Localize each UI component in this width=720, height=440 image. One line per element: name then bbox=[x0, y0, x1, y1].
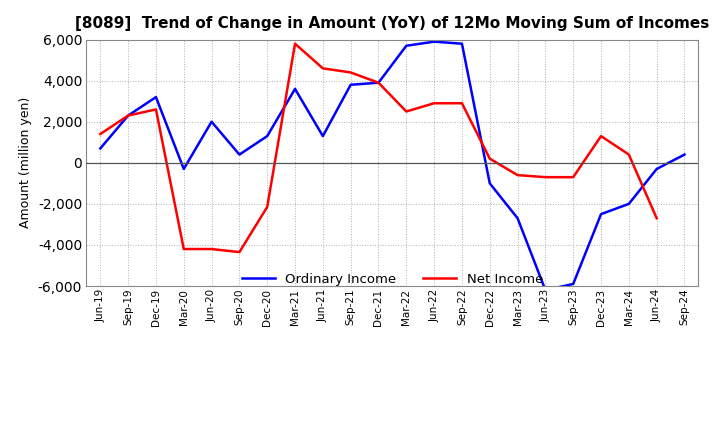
Net Income bbox=[374, 80, 383, 85]
Net Income bbox=[513, 172, 522, 178]
Net Income bbox=[263, 204, 271, 209]
Ordinary Income bbox=[680, 152, 689, 157]
Ordinary Income bbox=[374, 80, 383, 85]
Net Income bbox=[597, 133, 606, 139]
Ordinary Income bbox=[152, 95, 161, 100]
Ordinary Income bbox=[597, 212, 606, 217]
Net Income bbox=[96, 132, 104, 137]
Legend: Ordinary Income, Net Income: Ordinary Income, Net Income bbox=[237, 268, 548, 291]
Net Income bbox=[624, 152, 633, 157]
Net Income bbox=[318, 66, 327, 71]
Ordinary Income bbox=[124, 113, 132, 118]
Ordinary Income bbox=[652, 166, 661, 172]
Net Income bbox=[569, 175, 577, 180]
Ordinary Income bbox=[179, 166, 188, 172]
Ordinary Income bbox=[430, 39, 438, 44]
Title: [8089]  Trend of Change in Amount (YoY) of 12Mo Moving Sum of Incomes: [8089] Trend of Change in Amount (YoY) o… bbox=[76, 16, 709, 32]
Net Income bbox=[458, 101, 467, 106]
Ordinary Income bbox=[541, 287, 550, 293]
Net Income bbox=[291, 41, 300, 46]
Ordinary Income bbox=[207, 119, 216, 125]
Ordinary Income bbox=[485, 181, 494, 186]
Ordinary Income bbox=[513, 216, 522, 221]
Net Income bbox=[179, 246, 188, 252]
Line: Ordinary Income: Ordinary Income bbox=[100, 42, 685, 290]
Ordinary Income bbox=[235, 152, 243, 157]
Ordinary Income bbox=[458, 41, 467, 46]
Net Income bbox=[207, 246, 216, 252]
Net Income bbox=[152, 107, 161, 112]
Ordinary Income bbox=[96, 146, 104, 151]
Line: Net Income: Net Income bbox=[100, 44, 657, 252]
Ordinary Income bbox=[318, 133, 327, 139]
Net Income bbox=[541, 175, 550, 180]
Net Income bbox=[346, 70, 355, 75]
Net Income bbox=[485, 156, 494, 161]
Ordinary Income bbox=[624, 201, 633, 206]
Ordinary Income bbox=[291, 86, 300, 92]
Ordinary Income bbox=[569, 281, 577, 286]
Net Income bbox=[652, 216, 661, 221]
Y-axis label: Amount (million yen): Amount (million yen) bbox=[19, 97, 32, 228]
Net Income bbox=[124, 113, 132, 118]
Ordinary Income bbox=[402, 43, 410, 48]
Net Income bbox=[430, 101, 438, 106]
Net Income bbox=[235, 249, 243, 255]
Net Income bbox=[402, 109, 410, 114]
Ordinary Income bbox=[346, 82, 355, 88]
Ordinary Income bbox=[263, 133, 271, 139]
